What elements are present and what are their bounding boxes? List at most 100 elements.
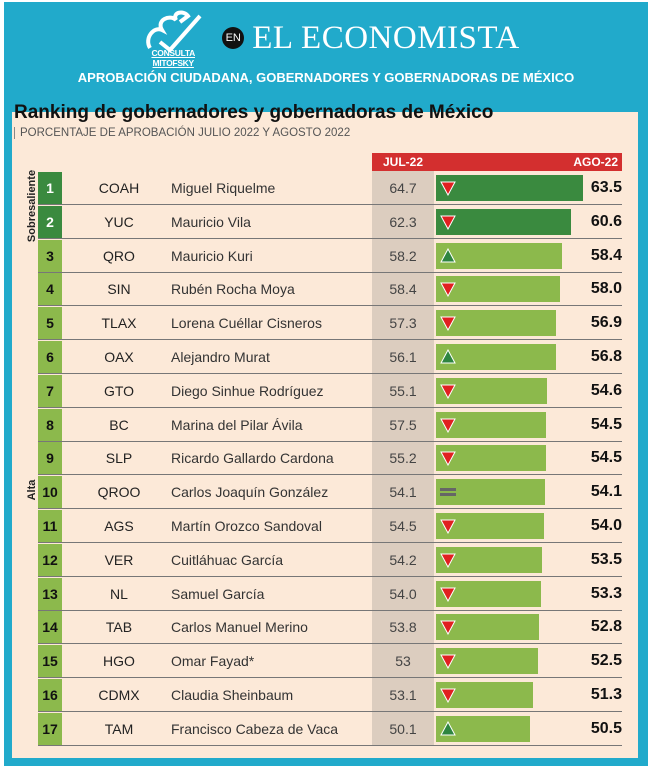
down-arrow-icon: [440, 281, 456, 298]
rank-cell: 11: [38, 510, 62, 542]
table-row: 6 OAX Alejandro Murat 56.1 56.8: [38, 340, 622, 374]
page-subtitle: PORCENTAJE DE APROBACIÓN JULIO 2022 Y AG…: [14, 127, 350, 139]
logo-check-icon: [146, 10, 202, 53]
rank-cell: 17: [38, 712, 62, 745]
tier-label-top: Sobresaliente: [26, 169, 38, 243]
down-arrow-icon: [440, 383, 456, 399]
ago-bar: [436, 614, 540, 641]
table-row: 10 QROO Carlos Joaquín González 54.1 54.…: [38, 475, 622, 510]
ago-bar: [436, 580, 542, 607]
rank-cell: 13: [38, 577, 62, 610]
ago-bar: [436, 242, 563, 269]
column-header-jul: JUL-22: [372, 153, 434, 171]
ago-bar: [436, 411, 547, 438]
state-code: TAM: [104, 720, 134, 737]
governor-name: Alejandro Murat: [171, 349, 270, 365]
table-row: 15 HGO Omar Fayad* 53 52.5: [38, 644, 622, 679]
state-code: SLP: [105, 450, 133, 467]
ago-bar: [436, 513, 545, 539]
ago-bar: [436, 310, 556, 337]
table-row: 1 COAH Miguel Riquelme 64.7 63.5: [38, 171, 622, 205]
ago-value: 50.5: [590, 719, 622, 737]
governor-name: Mauricio Kuri: [171, 247, 253, 264]
state-code: BC: [109, 416, 129, 433]
rank-cell: 8: [38, 408, 62, 441]
rank-cell: 10: [38, 476, 62, 509]
ago-bar: [436, 344, 556, 370]
down-arrow-icon: [440, 619, 456, 636]
ago-value: 58.0: [590, 280, 622, 298]
jul-value: 56.1: [389, 349, 417, 365]
ago-bar: [436, 479, 545, 506]
table-row: 2 YUC Mauricio Vila 62.3 60.6: [38, 205, 622, 239]
table-row: 13 NL Samuel García 54.0 53.3: [38, 577, 622, 611]
table-row: 4 SIN Rubén Rocha Moya 58.4 58.0: [38, 272, 622, 307]
governor-name: Carlos Manuel Merino: [171, 619, 308, 636]
header-subtitle: APROBACIÓN CIUDADANA, GOBERNADORES Y GOB…: [77, 70, 575, 85]
ago-value: 56.9: [590, 314, 622, 332]
jul-value: 58.2: [389, 247, 417, 264]
ago-value: 52.8: [590, 618, 622, 636]
ago-value: 63.5: [590, 179, 622, 196]
rank-cell: 1: [38, 172, 62, 204]
governor-name: Marina del Pilar Ávila: [171, 416, 303, 433]
ago-value: 54.1: [590, 483, 622, 501]
rank-cell: 9: [38, 442, 62, 475]
up-arrow-icon: [440, 247, 456, 264]
down-arrow-icon: [440, 214, 456, 230]
state-code: HGO: [103, 653, 135, 670]
rank-cell: 14: [38, 611, 62, 644]
state-code: COAH: [98, 180, 140, 196]
ago-value: 53.5: [590, 550, 622, 568]
rank-cell: 3: [38, 239, 62, 272]
ago-value: 54.0: [590, 517, 622, 534]
down-arrow-icon: [440, 552, 456, 568]
state-code: NL: [110, 585, 128, 602]
table-row: 14 TAB Carlos Manuel Merino 53.8 52.8: [38, 610, 622, 645]
table-row: 5 TLAX Lorena Cuéllar Cisneros 57.3 56.9: [38, 306, 622, 341]
jul-value: 58.4: [389, 281, 417, 298]
jul-value: 53.8: [389, 619, 417, 636]
ago-value: 52.5: [590, 652, 622, 670]
table-row: 7 GTO Diego Sinhue Rodríguez 55.1 54.6: [38, 374, 622, 408]
column-header-ago: AGO-22: [434, 153, 622, 171]
governor-name: Diego Sinhue Rodríguez: [171, 382, 324, 399]
state-code: VER: [104, 551, 134, 568]
down-arrow-icon: [440, 518, 456, 535]
governor-name: Francisco Cabeza de Vaca: [171, 720, 339, 737]
governor-name: Claudia Sheinbaum: [171, 687, 294, 703]
ago-value: 60.6: [590, 212, 622, 230]
governor-name: Rubén Rocha Moya: [171, 281, 295, 298]
governor-name: Mauricio Vila: [171, 213, 251, 230]
ago-value: 54.5: [590, 415, 622, 433]
state-code: QROO: [97, 484, 141, 501]
table-row: 16 CDMX Claudia Sheinbaum 53.1 51.3: [38, 678, 622, 712]
jul-value: 55.1: [389, 382, 417, 399]
ago-value: 53.3: [590, 584, 622, 602]
state-code: GTO: [103, 382, 135, 399]
jul-value: 54.2: [389, 551, 417, 568]
governor-name: Carlos Joaquín González: [171, 484, 329, 501]
table-row: 8 BC Marina del Pilar Ávila 57.5 54.5: [38, 408, 622, 442]
table-row: 12 VER Cuitláhuac García 54.2 53.5: [38, 543, 622, 577]
down-arrow-icon: [440, 653, 456, 670]
jul-value: 62.3: [389, 213, 417, 230]
up-arrow-icon: [440, 720, 456, 737]
jul-value: 54.5: [389, 518, 417, 534]
state-code: AGS: [104, 518, 134, 534]
jul-value: 54.0: [389, 585, 417, 602]
en-badge: EN: [222, 27, 245, 49]
ago-value: 54.6: [590, 381, 622, 399]
governor-name: Samuel García: [171, 585, 265, 602]
down-arrow-icon: [440, 180, 456, 197]
table-row: 17 TAM Francisco Cabeza de Vaca 50.1 50.…: [38, 712, 622, 746]
ago-bar: [436, 445, 547, 472]
table-row: 11 AGS Martín Orozco Sandoval 54.5 54.0: [38, 509, 622, 543]
ago-value: 58.4: [590, 246, 622, 264]
rank-cell: 2: [38, 205, 62, 238]
table-row: 3 QRO Mauricio Kuri 58.2 58.4: [38, 239, 622, 273]
rank-cell: 15: [38, 645, 62, 678]
up-arrow-icon: [440, 348, 456, 365]
ago-value: 56.8: [590, 348, 622, 365]
rank-cell: 4: [38, 273, 62, 306]
